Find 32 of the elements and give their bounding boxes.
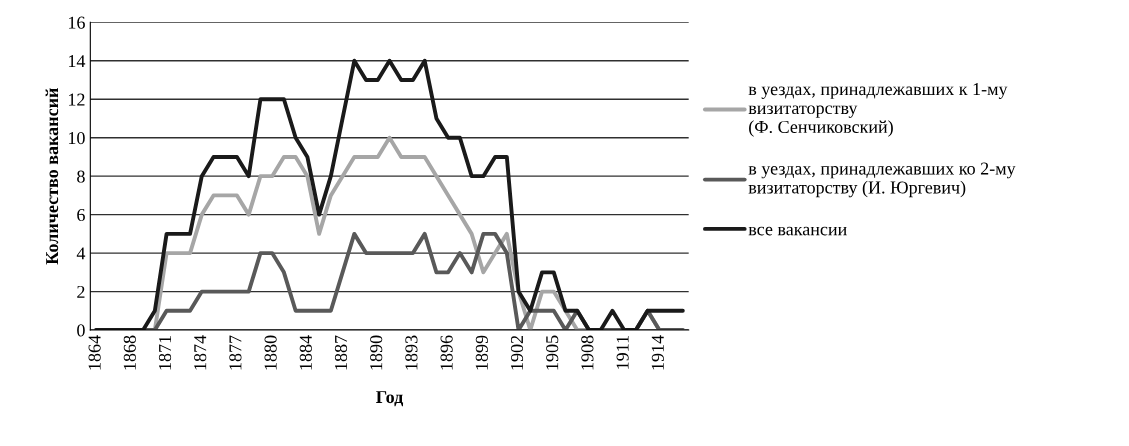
y-tick-label: 4: [76, 247, 86, 260]
x-tick-label: 1877: [229, 335, 242, 370]
x-tick-label: 1908: [581, 335, 594, 370]
x-tick-label: 1884: [299, 335, 312, 370]
x-tick-label: 1911: [616, 335, 629, 369]
y-tick-label: 10: [68, 131, 85, 145]
y-axis-title: Количество вакансий: [45, 88, 59, 265]
y-tick-label: 14: [68, 55, 86, 68]
line-series: [94, 58, 685, 331]
legend-label: в уездах, принадлежавших ко 2-му визитаторству (И. Юргевич): [748, 162, 1016, 198]
x-tick-label: 1899: [475, 335, 488, 370]
x-tick-label: 1914: [651, 335, 664, 370]
x-tick-label: 1890: [370, 335, 383, 370]
x-tick-label: 1896: [440, 335, 453, 370]
y-tick-label: 2: [77, 285, 85, 298]
y-tick-label: 8: [77, 170, 85, 183]
legend-label: в уездах, принадлежавших к 1-му визитаторству (Ф. Сенчиковский): [748, 83, 1008, 137]
x-tick-label: 1893: [405, 335, 418, 370]
x-tick-label: 1868: [123, 335, 136, 370]
x-tick-label: 1871: [158, 335, 172, 370]
y-tick-label: 0: [77, 324, 85, 337]
x-tick-label: 1902: [510, 335, 524, 370]
x-tick-label: 1887: [334, 335, 348, 370]
legend-label: все вакансии: [748, 226, 847, 236]
y-tick-label: 12: [68, 93, 85, 106]
x-tick-label: 1864: [88, 335, 101, 370]
y-tick-label: 6: [77, 208, 85, 222]
y-tick-label: 16: [68, 16, 85, 29]
x-tick-label: 1905: [546, 335, 559, 370]
x-axis-title: Год: [376, 391, 404, 407]
x-tick-label: 1874: [194, 335, 207, 370]
x-tick-label: 1880: [264, 335, 277, 370]
